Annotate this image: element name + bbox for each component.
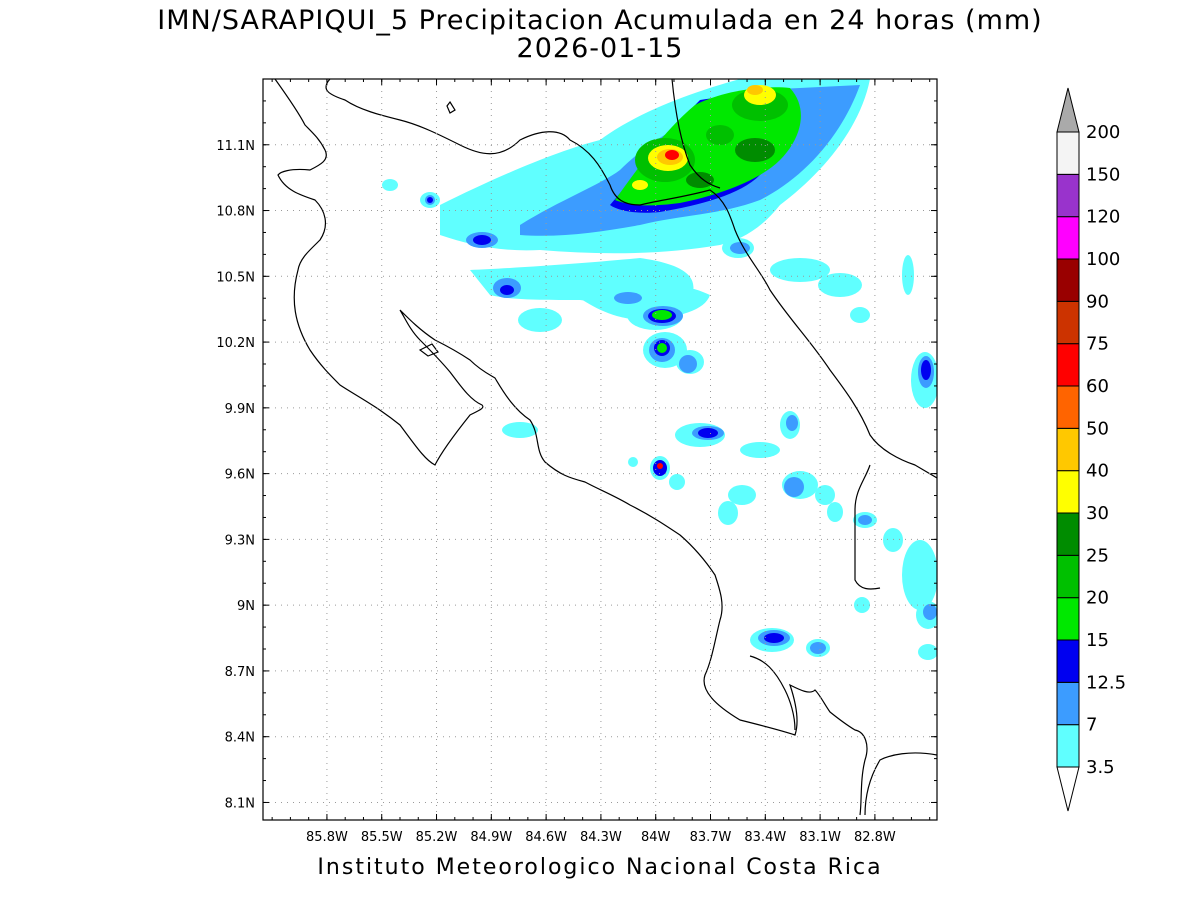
colorbar-label: 75 (1086, 334, 1109, 355)
colorbar-label: 7 (1086, 715, 1097, 736)
lat-tick-label: 9.9N (225, 402, 255, 417)
colorbar-box (1056, 512, 1080, 556)
institution-credit: Instituto Meteorologico Nacional Costa R… (317, 855, 883, 880)
colorbar-label: 60 (1086, 376, 1109, 397)
lat-tick-label: 11.1N (216, 139, 255, 154)
lon-tick-label: 85.2W (416, 830, 458, 845)
lat-tick-label: 9.3N (225, 533, 255, 548)
axis-tick-labels: 85.8W 85.5W 85.2W 84.9W 84.6W 84.3W 84W 83.7W 83… (216, 139, 896, 845)
lat-tick-label: 8.4N (225, 731, 255, 746)
colorbar-label: 120 (1086, 207, 1120, 228)
colorbar-box (1056, 427, 1080, 472)
colorbar-label: 20 (1086, 588, 1109, 609)
colorbar-box (1056, 597, 1080, 641)
colorbar-box (1056, 470, 1080, 514)
axis-ticks (263, 78, 937, 820)
lon-tick-label: 83.1W (799, 830, 841, 845)
lon-tick-label: 84.6W (525, 830, 567, 845)
colorbar: 3.5 7 12.5 15 20 25 30 40 50 60 75 90 100 120 150 200 (1056, 87, 1126, 812)
lat-tick-label: 10.8N (216, 205, 255, 220)
precipitation-field (382, 79, 937, 660)
colorbar-box (1056, 554, 1080, 599)
map-date: 2026-01-15 (516, 33, 684, 64)
colorbar-box (1056, 173, 1080, 218)
colorbar-box (1056, 258, 1080, 302)
national-border (325, 79, 937, 590)
colorbar-label: 150 (1086, 164, 1120, 185)
colorbar-label: 200 (1086, 122, 1120, 143)
lon-tick-label: 84.9W (470, 830, 512, 845)
lon-tick-label: 83.7W (690, 830, 732, 845)
colorbar-box (1056, 131, 1080, 175)
coastline (274, 79, 937, 816)
colorbar-label: 12.5 (1086, 672, 1126, 693)
colorbar-bottom-arrow (1056, 766, 1080, 812)
map-title: IMN/SARAPIQUI_5 Precipitacion Acumulada … (157, 5, 1043, 36)
colorbar-label: 3.5 (1086, 757, 1115, 778)
colorbar-label: 25 (1086, 545, 1109, 566)
lon-tick-label: 85.5W (361, 830, 403, 845)
rain-area-60mm (657, 150, 679, 469)
lat-tick-label: 8.7N (225, 665, 255, 680)
colorbar-box (1056, 681, 1080, 726)
colorbar-box (1056, 639, 1080, 683)
colorbar-box (1056, 300, 1080, 345)
lat-tick-label: 10.5N (216, 270, 255, 285)
lon-tick-label: 84.3W (580, 830, 622, 845)
lat-tick-label: 9N (237, 599, 255, 614)
lat-tick-label: 8.1N (225, 796, 255, 811)
map-frame (262, 78, 938, 821)
lon-tick-label: 84W (641, 830, 671, 845)
lat-tick-label: 9.6N (225, 468, 255, 483)
lat-tick-label: 10.2N (216, 336, 255, 351)
map-gridlines (263, 79, 937, 820)
colorbar-box (1056, 385, 1080, 429)
colorbar-label: 90 (1086, 291, 1109, 312)
lon-tick-label: 83.4W (744, 830, 786, 845)
lon-tick-label: 85.8W (306, 830, 348, 845)
colorbar-label: 15 (1086, 630, 1109, 651)
colorbar-box (1056, 724, 1080, 768)
colorbar-top-arrow (1056, 87, 1080, 133)
colorbar-label: 40 (1086, 461, 1109, 482)
colorbar-label: 50 (1086, 418, 1109, 439)
colorbar-label: 100 (1086, 249, 1120, 270)
colorbar-box (1056, 216, 1080, 260)
rain-area-25mm (686, 138, 775, 188)
lon-tick-label: 82.8W (854, 830, 896, 845)
colorbar-box (1056, 343, 1080, 387)
colorbar-label: 30 (1086, 503, 1109, 524)
